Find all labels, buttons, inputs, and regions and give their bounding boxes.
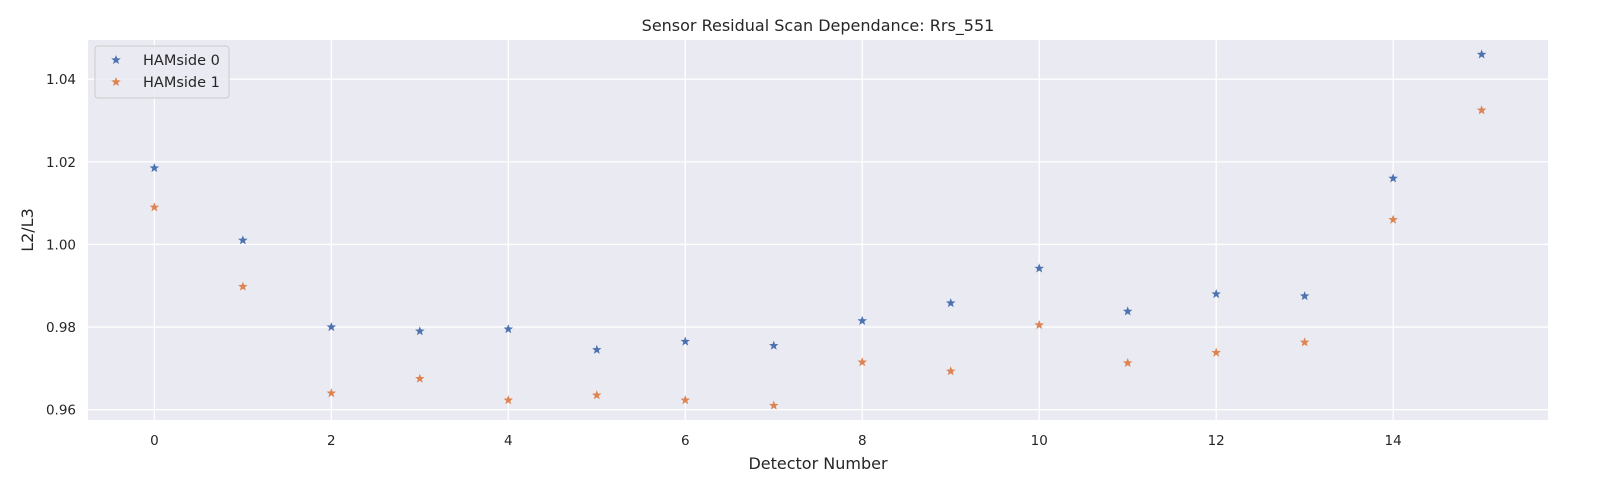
- data-point: [1122, 358, 1133, 368]
- data-point: [592, 390, 602, 400]
- data-point: [415, 326, 425, 336]
- data-point: [1034, 320, 1044, 330]
- y-tick-label: 1.02: [46, 155, 76, 171]
- grid-lines: [88, 40, 1548, 420]
- x-tick-label: 4: [504, 433, 513, 449]
- data-point: [1299, 337, 1310, 347]
- data-point: [680, 336, 691, 346]
- data-point: [1388, 214, 1398, 224]
- data-point: [503, 324, 514, 334]
- x-tick-label: 14: [1385, 433, 1402, 449]
- x-tick-label: 8: [858, 433, 867, 449]
- legend: HAMside 0 HAMside 1: [94, 45, 230, 99]
- x-tick-label: 6: [681, 433, 690, 449]
- y-tick-label: 1.00: [46, 237, 76, 253]
- data-point: [1211, 289, 1221, 299]
- data-point: [592, 344, 602, 354]
- data-point: [149, 202, 160, 212]
- data-point: [1476, 105, 1487, 115]
- x-axis-ticks: 0 2 4 6 8 10 12 14: [150, 433, 1402, 449]
- data-point: [769, 400, 779, 410]
- data-point: [680, 395, 691, 405]
- y-axis-label: L2/L3: [18, 208, 37, 252]
- x-tick-label: 10: [1031, 433, 1048, 449]
- chart-title: Sensor Residual Scan Dependance: Rrs_551: [642, 16, 995, 36]
- data-point: [149, 163, 160, 173]
- legend-label: HAMside 1: [143, 75, 220, 91]
- data-point: [238, 235, 248, 245]
- data-point: [1034, 263, 1044, 273]
- data-point: [326, 388, 337, 398]
- legend-box: [94, 45, 230, 99]
- legend-marker: [111, 55, 121, 65]
- y-axis-ticks: 0.96 0.98 1.00 1.02 1.04: [46, 72, 76, 418]
- legend-label: HAMside 0: [143, 53, 220, 69]
- x-tick-label: 0: [150, 433, 159, 449]
- plot-area: [88, 40, 1548, 420]
- data-point: [1299, 291, 1310, 301]
- data-point: [857, 315, 867, 325]
- data-point: [857, 357, 867, 367]
- y-tick-label: 1.04: [46, 72, 76, 88]
- y-tick-label: 0.96: [46, 403, 76, 419]
- data-point: [1211, 347, 1221, 357]
- data-point: [769, 340, 779, 350]
- data-point: [238, 281, 248, 291]
- data-point: [503, 395, 514, 405]
- data-point: [1476, 49, 1487, 59]
- data-point: [945, 298, 956, 308]
- data-point: [415, 373, 425, 383]
- series-1: [149, 105, 1487, 410]
- data-point: [1388, 173, 1398, 183]
- data-points: [149, 49, 1487, 410]
- legend-marker: [111, 77, 121, 87]
- series-0: [149, 49, 1487, 354]
- data-point: [945, 366, 956, 376]
- x-tick-label: 2: [327, 433, 336, 449]
- data-point: [1122, 306, 1133, 316]
- data-point: [326, 322, 337, 332]
- x-axis-label: Detector Number: [748, 454, 888, 473]
- y-tick-label: 0.98: [46, 320, 76, 336]
- x-tick-label: 12: [1208, 433, 1225, 449]
